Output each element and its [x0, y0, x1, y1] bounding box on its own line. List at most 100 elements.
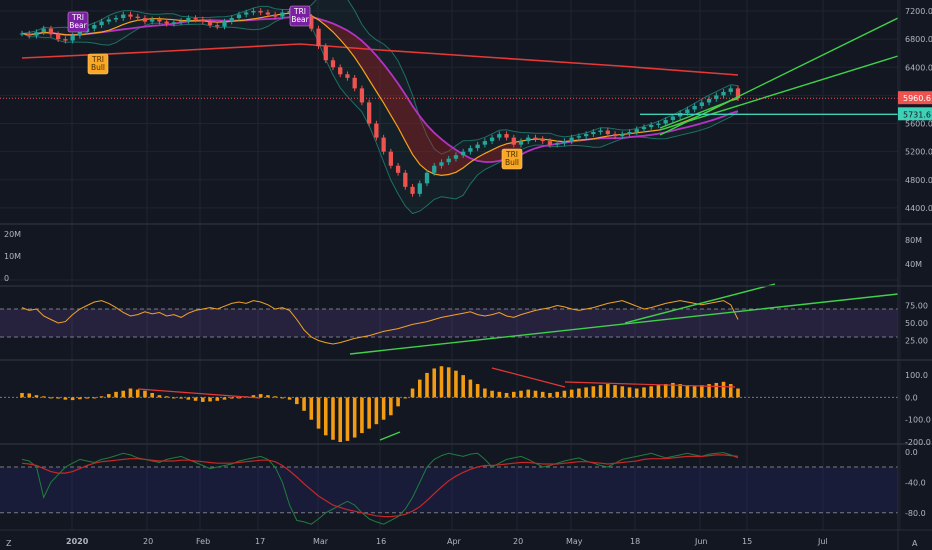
time-scale[interactable]: 2020 20 Feb 17 Mar 16 Apr 20 May 18 Jun 15 Jul: [66, 537, 828, 546]
candle-body: [706, 98, 712, 103]
macd-histogram-bar: [432, 368, 437, 398]
candle-body: [714, 95, 719, 99]
macd-histogram-bar: [403, 397, 408, 399]
time-tick-label: 20: [513, 537, 523, 546]
price-tick-label: 4400.0: [905, 204, 932, 213]
candle-body: [178, 20, 184, 23]
macd-histogram-bar: [410, 388, 415, 398]
candle-body: [27, 33, 32, 36]
candle-body: [92, 25, 97, 29]
macd-histogram-bar: [237, 397, 241, 399]
candle-body: [70, 35, 75, 41]
candle-body: [656, 123, 661, 125]
trendline-middle[interactable]: [659, 55, 899, 131]
oscillator-pane[interactable]: [0, 452, 898, 525]
macd-histogram-bar: [164, 396, 169, 398]
tri-badge-line2: Bull: [505, 158, 519, 167]
macd-divergence-line-green[interactable]: [379, 431, 401, 441]
macd-histogram-bar: [396, 397, 400, 407]
rsi-trendline-long[interactable]: [349, 293, 899, 355]
price-tick-label: 5600.0: [905, 120, 932, 129]
bollinger-band-fill: [22, 0, 738, 214]
macd-histogram-bar: [338, 397, 343, 442]
macd-histogram-bar: [656, 385, 661, 398]
macd-histogram-bar: [34, 395, 39, 398]
candle-body: [236, 14, 242, 19]
time-tick-label: 17: [255, 537, 265, 546]
macd-histogram-bar: [280, 397, 285, 399]
macd-histogram-bar: [728, 384, 733, 398]
oscillator-tick-label: -40.0: [905, 478, 926, 487]
candle-body: [222, 21, 227, 27]
macd-histogram-bar: [512, 391, 516, 398]
macd-divergence-line-3[interactable]: [564, 381, 736, 388]
time-tick-label: 15: [742, 537, 752, 546]
candle-body: [721, 91, 726, 96]
trendline-upper[interactable]: [659, 17, 899, 136]
macd-histogram-bar: [584, 387, 588, 398]
candle-body: [670, 116, 676, 121]
macd-histogram-bar: [483, 388, 487, 398]
volume-left-tick: 10M: [4, 252, 21, 261]
macd-divergence-line-2[interactable]: [491, 367, 566, 388]
candle-body: [576, 136, 582, 138]
macd-histogram-bar: [620, 386, 625, 398]
macd-histogram-bar: [352, 397, 357, 438]
time-tick-label: 18: [630, 537, 640, 546]
macd-histogram-bar: [201, 397, 205, 402]
macd-divergence-line-1[interactable]: [137, 388, 261, 399]
macd-histogram-bar: [56, 397, 60, 399]
price-scale[interactable]: 7200.06800.06400.06000.05600.05200.04800…: [898, 7, 932, 518]
candle-body: [634, 129, 639, 132]
volume-pane[interactable]: 20M 10M 0: [0, 230, 898, 283]
candle-body: [489, 137, 495, 142]
candle-body: [338, 67, 343, 75]
candle-body: [106, 19, 111, 22]
candle-body: [171, 22, 177, 24]
time-tick-label: Feb: [196, 537, 210, 546]
macd-histogram-bar: [598, 385, 603, 398]
macd-histogram-bar: [540, 391, 545, 398]
candle-body: [381, 137, 386, 152]
horizontal-level-label: 5731.6: [903, 110, 931, 119]
macd-histogram-bar: [360, 397, 364, 434]
auto-scale-icon[interactable]: A: [912, 539, 918, 548]
oscillator-band-fill: [0, 467, 898, 513]
macd-histogram-bar: [150, 392, 154, 398]
price-tick-label: 7200.0: [905, 7, 932, 16]
macd-histogram-bar: [642, 387, 646, 398]
candle-body: [367, 102, 372, 124]
macd-histogram-bar: [99, 396, 104, 398]
trendline-lower[interactable]: [659, 96, 741, 129]
macd-histogram-bar: [454, 370, 458, 398]
candle-body: [728, 88, 733, 92]
macd-histogram-bar: [627, 387, 632, 398]
candle-body: [215, 25, 220, 27]
macd-histogram-bar: [345, 397, 350, 441]
candle-body: [699, 102, 704, 106]
candle-body: [56, 34, 61, 40]
oscillator-tick-label: 0.0: [905, 448, 918, 457]
macd-histogram-bar: [92, 397, 97, 399]
rsi-pane[interactable]: [0, 283, 899, 355]
rsi-trendline-short[interactable]: [624, 283, 776, 324]
timezone-icon[interactable]: Z: [6, 539, 12, 548]
macd-histogram-bar: [186, 397, 191, 400]
candle-body: [446, 158, 451, 163]
price-pane[interactable]: [0, 0, 899, 215]
candle-body: [432, 165, 437, 173]
macd-histogram-bar: [374, 397, 379, 425]
macd-histogram-bar: [562, 390, 567, 398]
macd-histogram-bar: [70, 397, 75, 401]
candle-body: [649, 124, 654, 128]
macd-pane[interactable]: [0, 366, 898, 442]
macd-histogram-bar: [143, 390, 147, 398]
candle-body: [417, 183, 422, 194]
macd-tick-label: 0.0: [905, 393, 918, 402]
candle-body: [511, 137, 516, 145]
oscillator-tick-label: -80.0: [905, 509, 926, 518]
candle-body: [345, 74, 350, 78]
